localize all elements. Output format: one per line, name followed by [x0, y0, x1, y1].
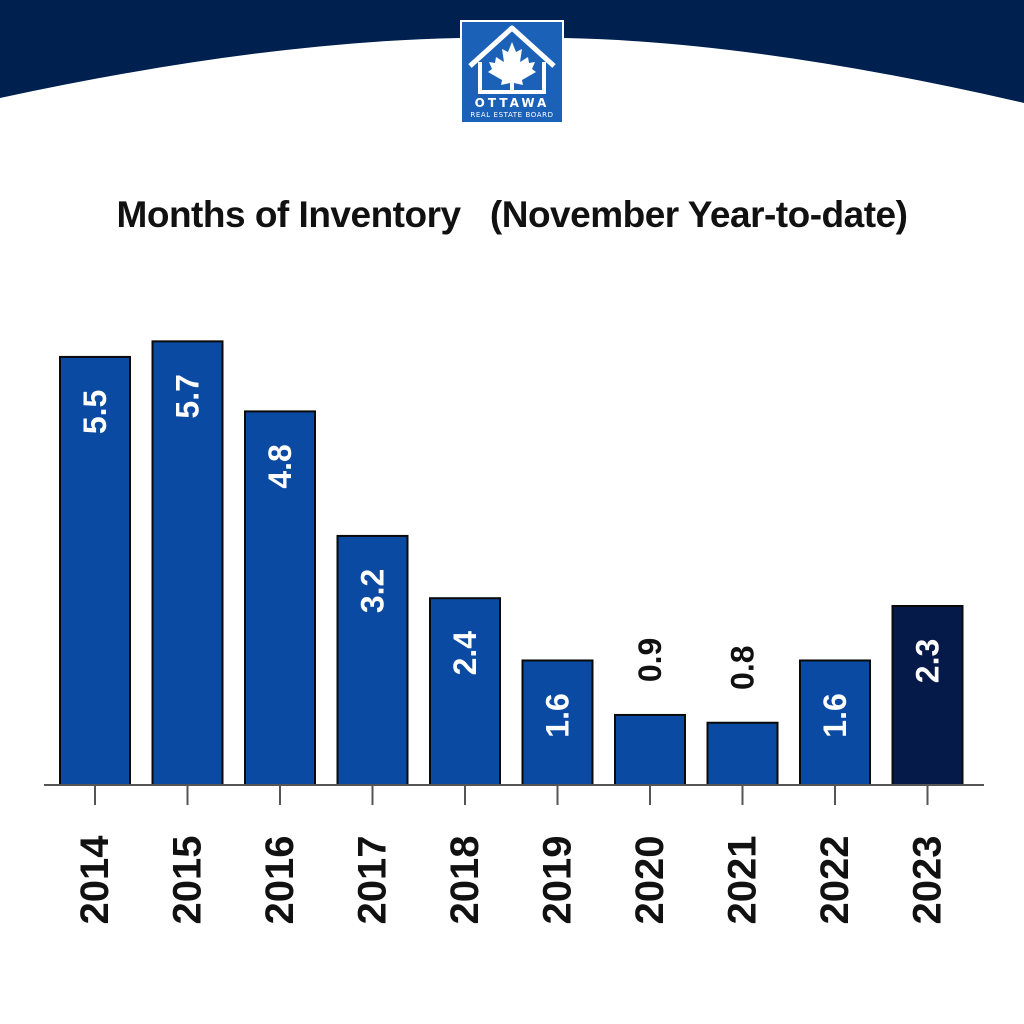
ottawa-real-estate-board-logo: OTTAWA REAL ESTATE BOARD	[460, 20, 564, 124]
data-label-2016: 4.8	[262, 444, 298, 488]
data-label-2023: 2.3	[910, 639, 946, 683]
logo-text-ottawa: OTTAWA	[474, 96, 550, 110]
bar-2020	[614, 713, 686, 787]
house-maple-leaf-icon	[468, 25, 556, 94]
x-tick-label-2017: 2017	[351, 836, 395, 925]
header-banner	[0, 0, 1024, 103]
chart-title: Months of Inventory (November Year-to-da…	[116, 194, 908, 235]
bar-2015	[151, 340, 224, 786]
data-label-2015: 5.7	[170, 374, 206, 418]
x-tick-label-2016: 2016	[258, 836, 302, 925]
bar-2016	[244, 410, 316, 786]
bar-2023	[891, 604, 964, 786]
data-label-2014: 5.5	[77, 390, 113, 434]
bar-2018	[429, 597, 501, 787]
banner-shape	[0, 0, 1024, 103]
x-tick-label-2022: 2022	[813, 836, 857, 925]
x-tick-label-2014: 2014	[73, 835, 117, 925]
logo-text-board: REAL ESTATE BOARD	[470, 111, 554, 119]
bars-layer	[59, 340, 964, 787]
bar-2022	[799, 659, 871, 787]
data-label-2018: 2.4	[447, 631, 483, 676]
x-tick-label-2021: 2021	[721, 836, 765, 925]
bar-2014	[59, 355, 131, 786]
data-label-2020: 0.9	[632, 638, 668, 682]
data-label-2021: 0.8	[725, 645, 761, 689]
data-label-2019: 1.6	[540, 693, 576, 737]
bar-2017	[336, 534, 409, 787]
labels-layer: 5.5 2014 5.7 2015 4.8 2016 3.2 2017 2.4 2018 1.6 20…	[73, 374, 950, 924]
x-tick-label-2019: 2019	[536, 836, 580, 925]
bar-2019	[521, 659, 594, 787]
x-tick-label-2015: 2015	[166, 836, 210, 925]
data-label-2022: 1.6	[817, 693, 853, 737]
x-tick-label-2018: 2018	[443, 836, 487, 925]
x-ticks-layer	[94, 785, 929, 805]
x-tick-label-2020: 2020	[628, 836, 672, 925]
bar-2021	[706, 721, 779, 787]
data-label-2017: 3.2	[355, 569, 391, 613]
x-tick-label-2023: 2023	[906, 836, 950, 925]
